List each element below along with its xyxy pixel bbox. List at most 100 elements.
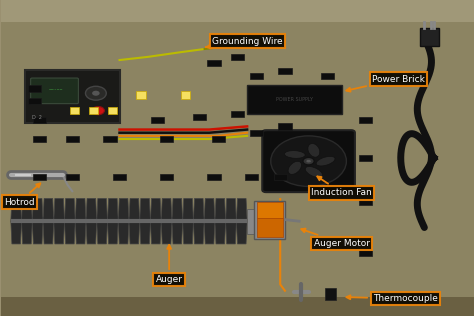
Bar	[208, 60, 221, 66]
Text: Thermocouple: Thermocouple	[346, 294, 438, 303]
Polygon shape	[129, 198, 140, 221]
Text: D  2: D 2	[32, 115, 42, 120]
Circle shape	[92, 106, 104, 115]
Polygon shape	[86, 198, 97, 221]
Polygon shape	[129, 221, 140, 244]
Polygon shape	[11, 221, 21, 244]
Polygon shape	[108, 198, 118, 221]
Polygon shape	[193, 198, 204, 221]
Bar	[359, 199, 372, 205]
Bar	[321, 73, 334, 79]
Bar	[1, 297, 474, 316]
Text: ~~-~~: ~~-~~	[48, 88, 63, 93]
Bar	[250, 130, 263, 136]
Bar	[193, 114, 207, 120]
Bar	[33, 174, 46, 180]
Text: Induction Fan: Induction Fan	[311, 176, 372, 197]
Bar	[273, 174, 287, 180]
Polygon shape	[64, 221, 75, 244]
Bar	[325, 288, 336, 300]
Polygon shape	[43, 221, 54, 244]
Bar	[89, 107, 98, 114]
Bar	[136, 91, 146, 99]
Polygon shape	[226, 221, 237, 244]
Circle shape	[306, 159, 311, 163]
Ellipse shape	[305, 167, 322, 177]
Text: Auger: Auger	[155, 245, 182, 284]
Bar	[231, 111, 244, 117]
Polygon shape	[150, 221, 161, 244]
Polygon shape	[43, 198, 54, 221]
Polygon shape	[182, 221, 193, 244]
Bar	[33, 117, 46, 123]
Ellipse shape	[308, 143, 320, 157]
Polygon shape	[237, 198, 247, 221]
Bar	[160, 174, 173, 180]
Bar	[151, 117, 164, 123]
Polygon shape	[118, 221, 129, 244]
Bar	[278, 68, 292, 74]
Polygon shape	[86, 221, 97, 244]
Bar	[108, 107, 117, 114]
Polygon shape	[32, 221, 43, 244]
Bar	[259, 213, 266, 229]
Circle shape	[92, 91, 100, 96]
Bar	[245, 174, 258, 180]
Bar	[103, 136, 117, 142]
Bar	[278, 123, 292, 130]
Polygon shape	[140, 198, 150, 221]
Polygon shape	[75, 221, 86, 244]
Polygon shape	[172, 221, 182, 244]
Text: Power Brick: Power Brick	[346, 75, 425, 92]
Polygon shape	[161, 221, 172, 244]
Polygon shape	[140, 221, 150, 244]
Polygon shape	[118, 198, 129, 221]
Bar	[256, 202, 283, 218]
Polygon shape	[204, 198, 215, 221]
Bar	[359, 250, 372, 256]
Bar	[181, 91, 191, 99]
Polygon shape	[215, 198, 226, 221]
Bar	[33, 136, 46, 142]
Circle shape	[85, 86, 106, 100]
FancyBboxPatch shape	[31, 78, 78, 104]
Polygon shape	[97, 198, 108, 221]
Bar	[65, 174, 79, 180]
Bar	[212, 136, 226, 142]
Bar	[208, 174, 221, 180]
Bar	[231, 54, 244, 60]
Ellipse shape	[288, 161, 301, 174]
Polygon shape	[193, 221, 204, 244]
Polygon shape	[150, 198, 161, 221]
Bar	[28, 85, 41, 92]
Bar	[256, 218, 283, 237]
Circle shape	[271, 136, 346, 186]
Bar	[247, 209, 259, 234]
Bar	[359, 117, 372, 123]
Polygon shape	[182, 198, 193, 221]
Bar	[359, 155, 372, 161]
Ellipse shape	[284, 151, 305, 158]
Polygon shape	[64, 198, 75, 221]
Polygon shape	[215, 221, 226, 244]
Polygon shape	[11, 198, 21, 221]
Polygon shape	[32, 198, 43, 221]
Bar	[419, 28, 438, 46]
Polygon shape	[161, 198, 172, 221]
Bar	[254, 201, 285, 239]
Bar	[70, 107, 79, 114]
Polygon shape	[108, 221, 118, 244]
Polygon shape	[21, 198, 32, 221]
Text: Hotrod: Hotrod	[4, 183, 40, 207]
Circle shape	[303, 157, 314, 165]
Polygon shape	[54, 221, 64, 244]
Bar	[1, 0, 474, 22]
Polygon shape	[21, 221, 32, 244]
Bar	[28, 98, 41, 104]
Bar	[160, 136, 173, 142]
FancyBboxPatch shape	[262, 130, 355, 192]
Polygon shape	[75, 198, 86, 221]
Bar	[113, 174, 126, 180]
Bar	[247, 85, 342, 114]
Bar	[250, 73, 263, 79]
